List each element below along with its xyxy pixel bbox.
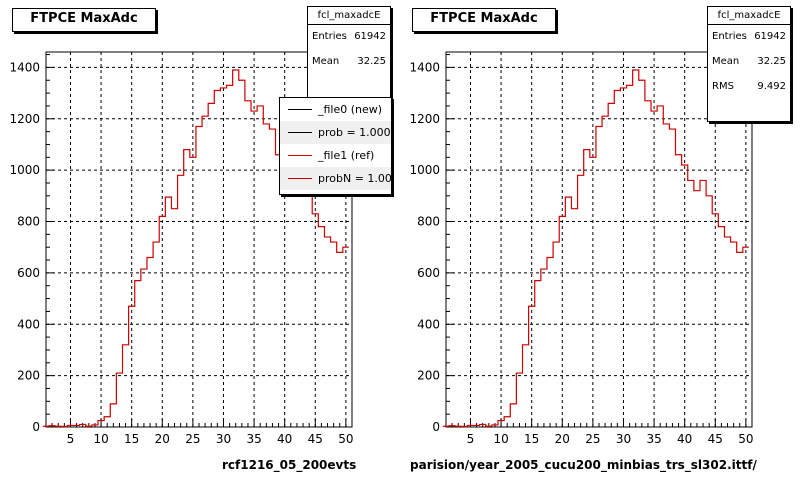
legend-line bbox=[288, 178, 312, 179]
stats-value: 61942 bbox=[354, 31, 386, 42]
legend-line bbox=[288, 155, 312, 156]
y-tick-label: 400 bbox=[417, 317, 440, 331]
legend-line bbox=[288, 132, 312, 133]
plot-title: FTPCE MaxAdc bbox=[12, 8, 156, 32]
stats-key: Mean bbox=[712, 56, 740, 67]
x-tick-label: 25 bbox=[585, 432, 600, 446]
x-tick-label: 35 bbox=[246, 432, 261, 446]
y-tick-label: 200 bbox=[417, 369, 440, 383]
stats-row-mean: Mean 32.25 bbox=[308, 50, 390, 75]
x-tick-label: 20 bbox=[555, 432, 570, 446]
stats-name: fcl_maxadcE bbox=[708, 7, 790, 25]
y-tick-label: 1000 bbox=[9, 163, 40, 177]
stats-value: 32.25 bbox=[757, 56, 786, 67]
x-tick-label: 5 bbox=[467, 432, 475, 446]
y-tick-label: 1000 bbox=[409, 163, 440, 177]
stats-key: Entries bbox=[312, 31, 347, 42]
x-tick-label: 35 bbox=[646, 432, 661, 446]
plot-title: FTPCE MaxAdc bbox=[412, 8, 556, 32]
y-tick-label: 1400 bbox=[9, 60, 40, 74]
stats-key: Mean bbox=[312, 56, 340, 67]
x-tick-label: 30 bbox=[216, 432, 231, 446]
x-tick-label: 5 bbox=[67, 432, 75, 446]
y-tick-label: 0 bbox=[432, 420, 440, 434]
x-tick-label: 45 bbox=[708, 432, 723, 446]
legend-line bbox=[288, 109, 312, 110]
histogram-plot-right: 5 10 15 20 25 30 35 40 45 50 0 200 400 600 800 1000 1200… bbox=[409, 51, 754, 446]
x-tick-label: 25 bbox=[185, 432, 200, 446]
stats-key: Entries bbox=[712, 31, 747, 42]
y-tick-label: 0 bbox=[32, 420, 40, 434]
x-tick-label: 10 bbox=[93, 432, 108, 446]
stats-key: RMS bbox=[712, 81, 734, 92]
y-tick-label: 1200 bbox=[9, 112, 40, 126]
x-tick-label: 15 bbox=[524, 432, 539, 446]
stats-value: 9.492 bbox=[757, 81, 786, 92]
stats-box: fcl_maxadcE Entries 61942 Mean 32.25 RMS 9.… bbox=[707, 6, 791, 122]
stats-value: 61942 bbox=[754, 31, 786, 42]
stats-row-mean: Mean 32.25 bbox=[708, 50, 790, 75]
legend-box: _file0 (new) prob = 1.000000 _file1 (ref… bbox=[279, 97, 392, 195]
file-label: rcf1216_05_200evts bbox=[222, 458, 357, 472]
legend-entry-prob: prob = 1.000000 bbox=[280, 121, 391, 144]
legend-entry-file0: _file0 (new) bbox=[280, 98, 391, 121]
x-tick-label: 40 bbox=[277, 432, 292, 446]
stats-row-entries: Entries 61942 bbox=[708, 25, 790, 50]
y-tick-label: 1400 bbox=[409, 60, 440, 74]
x-tick-label: 50 bbox=[338, 432, 353, 446]
x-tick-label: 10 bbox=[493, 432, 508, 446]
file-path-label: parision/year_2005_cucu200_minbias_trs_s… bbox=[410, 458, 757, 472]
y-tick-label: 200 bbox=[17, 369, 40, 383]
histogram-plot-left: 5 10 15 20 25 30 35 40 45 50 0 200 400 600 800 1000 1200… bbox=[9, 51, 354, 446]
stats-value: 32.25 bbox=[357, 56, 386, 67]
y-tick-label: 600 bbox=[417, 266, 440, 280]
legend-label: probN = 1.000000 bbox=[318, 172, 392, 185]
y-tick-label: 800 bbox=[17, 215, 40, 229]
histogram-series bbox=[442, 69, 749, 428]
legend-label: _file0 (new) bbox=[318, 103, 383, 116]
y-tick-label: 600 bbox=[17, 266, 40, 280]
stats-name: fcl_maxadcE bbox=[308, 7, 390, 25]
legend-entry-probn: probN = 1.000000 bbox=[280, 167, 391, 190]
y-tick-label: 400 bbox=[17, 317, 40, 331]
y-tick-label: 1200 bbox=[409, 112, 440, 126]
x-tick-label: 20 bbox=[155, 432, 170, 446]
x-tick-label: 40 bbox=[677, 432, 692, 446]
x-tick-label: 50 bbox=[738, 432, 753, 446]
legend-entry-file1: _file1 (ref) bbox=[280, 144, 391, 167]
stats-box: fcl_maxadcE Entries 61942 Mean 32.25 bbox=[307, 6, 391, 98]
stats-row-entries: Entries 61942 bbox=[308, 25, 390, 50]
x-tick-label: 45 bbox=[308, 432, 323, 446]
legend-label: prob = 1.000000 bbox=[318, 126, 391, 139]
x-tick-label: 15 bbox=[124, 432, 139, 446]
y-tick-label: 800 bbox=[417, 215, 440, 229]
x-tick-label: 30 bbox=[616, 432, 631, 446]
stats-row-rms: RMS 9.492 bbox=[708, 75, 790, 100]
legend-label: _file1 (ref) bbox=[318, 149, 375, 162]
